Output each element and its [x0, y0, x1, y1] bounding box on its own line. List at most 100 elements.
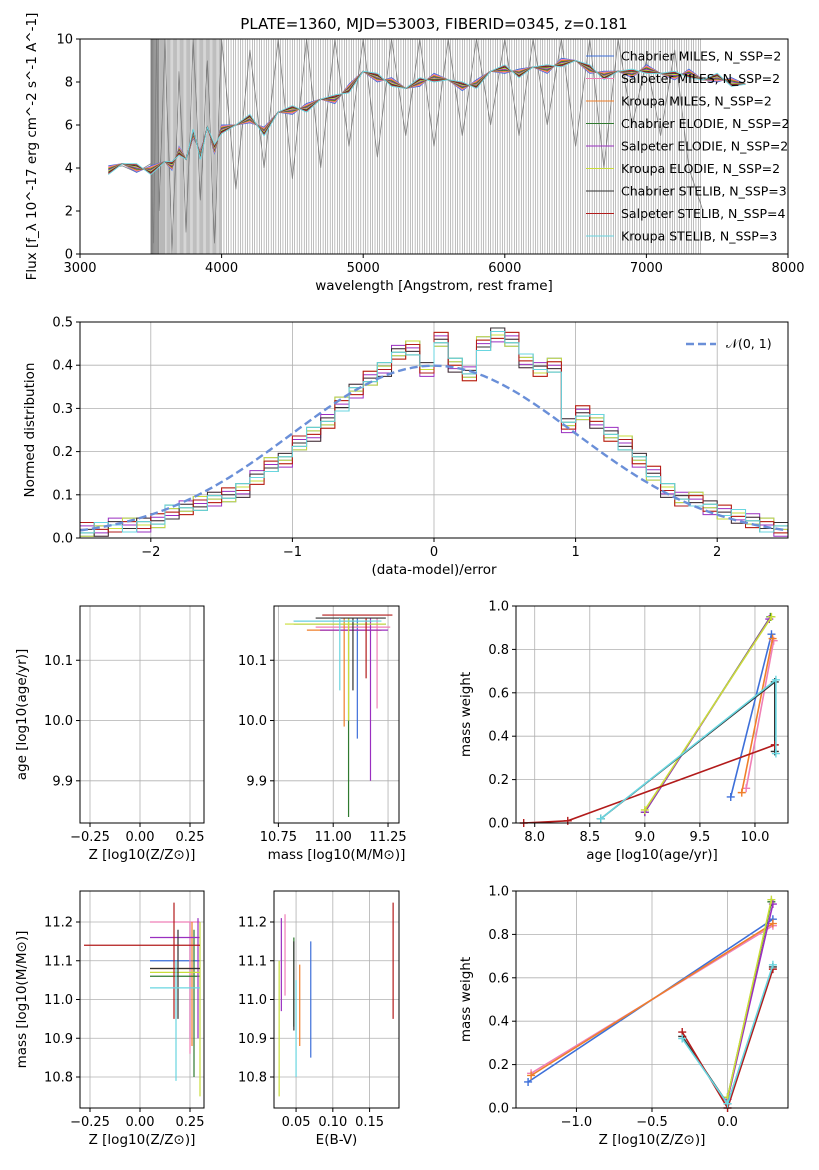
x-tick-label: 10.0: [740, 830, 769, 845]
weight-line-salpeter-miles: [745, 640, 775, 789]
weight-marker-kroupa-elodie: [640, 805, 649, 814]
legend-label: Chabrier ELODIE, N_SSP=2: [621, 116, 790, 131]
x-tick-label: 5000: [347, 261, 380, 276]
x-tick-label: −0.25: [70, 1115, 110, 1130]
plot-frame: [273, 890, 400, 1109]
y-tick-label: 0.3: [52, 402, 73, 417]
x-axis-label: age [log10(age/yr)]: [586, 847, 718, 863]
x-tick-label: 4000: [205, 261, 238, 276]
weight-line-kroupa-elodie: [644, 616, 773, 811]
weight-marker-salpeter-stelib: [563, 816, 572, 825]
x-tick-label: 0.15: [355, 1115, 384, 1130]
x-tick-label: 0.25: [176, 830, 205, 845]
x-tick-label: 9.0: [634, 830, 655, 845]
legend-label: 𝒩(0, 1): [726, 336, 772, 351]
weight-marker-salpeter-miles: [742, 784, 751, 793]
histogram-step-kroupa-stelib: [80, 331, 788, 534]
x-tick-label: −0.25: [70, 830, 110, 845]
y-tick-label: 0.8: [488, 643, 509, 658]
y-tick-label: 9.9: [52, 774, 73, 789]
y-tick-label: 0.0: [52, 532, 73, 547]
x-tick-label: 0: [430, 545, 438, 560]
x-tick-label: −1: [283, 545, 302, 560]
y-tick-label: 0.2: [488, 1058, 509, 1073]
y-tick-label: 0.6: [488, 971, 509, 986]
weight-marker-chabrier-miles: [767, 630, 776, 639]
x-tick-label: 11.00: [315, 830, 352, 845]
x-tick-label: −2: [141, 545, 160, 560]
y-tick-label: 0.1: [52, 488, 73, 503]
y-tick-label: 11.0: [238, 993, 267, 1008]
model-line-kroupa-stelib: [107, 59, 746, 176]
y-tick-label: 0.4: [488, 1015, 509, 1030]
weight-marker-kroupa-stelib: [723, 1099, 732, 1108]
x-tick-label: 0.00: [126, 1115, 155, 1130]
weight-marker-chabrier-miles: [726, 792, 735, 801]
x-tick-label: 9.5: [690, 830, 711, 845]
legend-label: Chabrier MILES, N_SSP=2: [621, 49, 781, 64]
weight-line-kroupa-miles: [530, 922, 774, 1077]
y-tick-label: 0.8: [488, 928, 509, 943]
y-axis-label: age [log10(age/yr)]: [14, 649, 30, 781]
y-tick-label: 0.0: [488, 1102, 509, 1117]
x-tick-label: 7000: [630, 261, 663, 276]
legend-label: Kroupa MILES, N_SSP=2: [621, 94, 772, 109]
x-axis-label: wavelength [Angstrom, rest frame]: [315, 278, 553, 294]
x-tick-label: 10.75: [260, 830, 297, 845]
weight-marker-kroupa-stelib: [768, 960, 777, 969]
y-axis-label: mass [log10(M/M⊙)]: [14, 931, 30, 1069]
x-tick-label: 0.0: [717, 1115, 738, 1130]
weight-line-salpeter-stelib: [523, 744, 776, 823]
weight-line-salpeter-stelib: [681, 968, 774, 1108]
y-axis-label: mass weight: [458, 672, 474, 757]
x-tick-label: 2: [713, 545, 721, 560]
x-axis-label: Z [log10(Z/Z⊙)]: [89, 847, 196, 863]
y-tick-label: 9.9: [246, 774, 267, 789]
plot-frame: [79, 605, 205, 824]
y-tick-label: 0: [65, 248, 73, 263]
plot-frame: [79, 890, 205, 1109]
x-tick-label: 8.0: [524, 830, 545, 845]
legend-label: Salpeter STELIB, N_SSP=4: [621, 206, 786, 221]
normal-curve: [80, 364, 788, 532]
y-tick-label: 0.4: [52, 359, 73, 374]
y-tick-label: 10: [56, 33, 73, 48]
y-axis-label: mass weight: [458, 957, 474, 1042]
y-tick-label: 11.2: [238, 916, 267, 931]
y-tick-label: 10.0: [44, 714, 73, 729]
x-tick-label: 8.5: [579, 830, 600, 845]
x-axis-label: (data-model)/error: [371, 562, 497, 578]
weight-marker-kroupa-stelib: [596, 814, 605, 823]
y-tick-label: 1.0: [488, 885, 509, 900]
legend-label: Salpeter MILES, N_SSP=2: [621, 71, 780, 86]
weight-line-kroupa-miles: [740, 638, 774, 793]
y-tick-label: 11.1: [44, 954, 73, 969]
weight-line-kroupa-elodie: [726, 899, 773, 1098]
weight-marker-kroupa-miles: [768, 634, 777, 643]
legend-label: Kroupa ELODIE, N_SSP=2: [621, 161, 780, 176]
x-tick-label: 6000: [488, 261, 521, 276]
y-axis-label: Normed distribution: [22, 363, 38, 498]
plot-frame: [515, 605, 789, 824]
x-tick-label: 3000: [63, 261, 96, 276]
x-tick-label: 0.25: [176, 1115, 205, 1130]
x-tick-label: 0.05: [282, 1115, 311, 1130]
legend-label: Chabrier STELIB, N_SSP=3: [621, 184, 787, 199]
x-tick-label: 11.25: [369, 830, 406, 845]
y-tick-label: 0.0: [488, 817, 509, 832]
y-axis-label: Flux [f_λ 10^-17 erg cm^-2 s^-1 A^-1]: [24, 13, 40, 281]
plot-frame: [515, 890, 789, 1109]
y-tick-label: 8: [65, 76, 73, 91]
y-tick-label: 2: [65, 205, 73, 220]
y-tick-label: 10.1: [44, 654, 73, 669]
x-tick-label: −1.0: [561, 1115, 593, 1130]
y-tick-label: 4: [65, 162, 73, 177]
x-axis-label: Z [log10(Z/Z⊙)]: [599, 1132, 706, 1148]
y-tick-label: 0.5: [52, 316, 73, 331]
x-tick-label: 8000: [771, 261, 804, 276]
weight-marker-kroupa-stelib: [771, 749, 780, 758]
weight-marker-kroupa-elodie: [767, 895, 776, 904]
x-tick-label: 0.10: [318, 1115, 347, 1130]
weight-marker-salpeter-stelib: [770, 740, 779, 749]
x-axis-label: Z [log10(Z/Z⊙)]: [89, 1132, 196, 1148]
